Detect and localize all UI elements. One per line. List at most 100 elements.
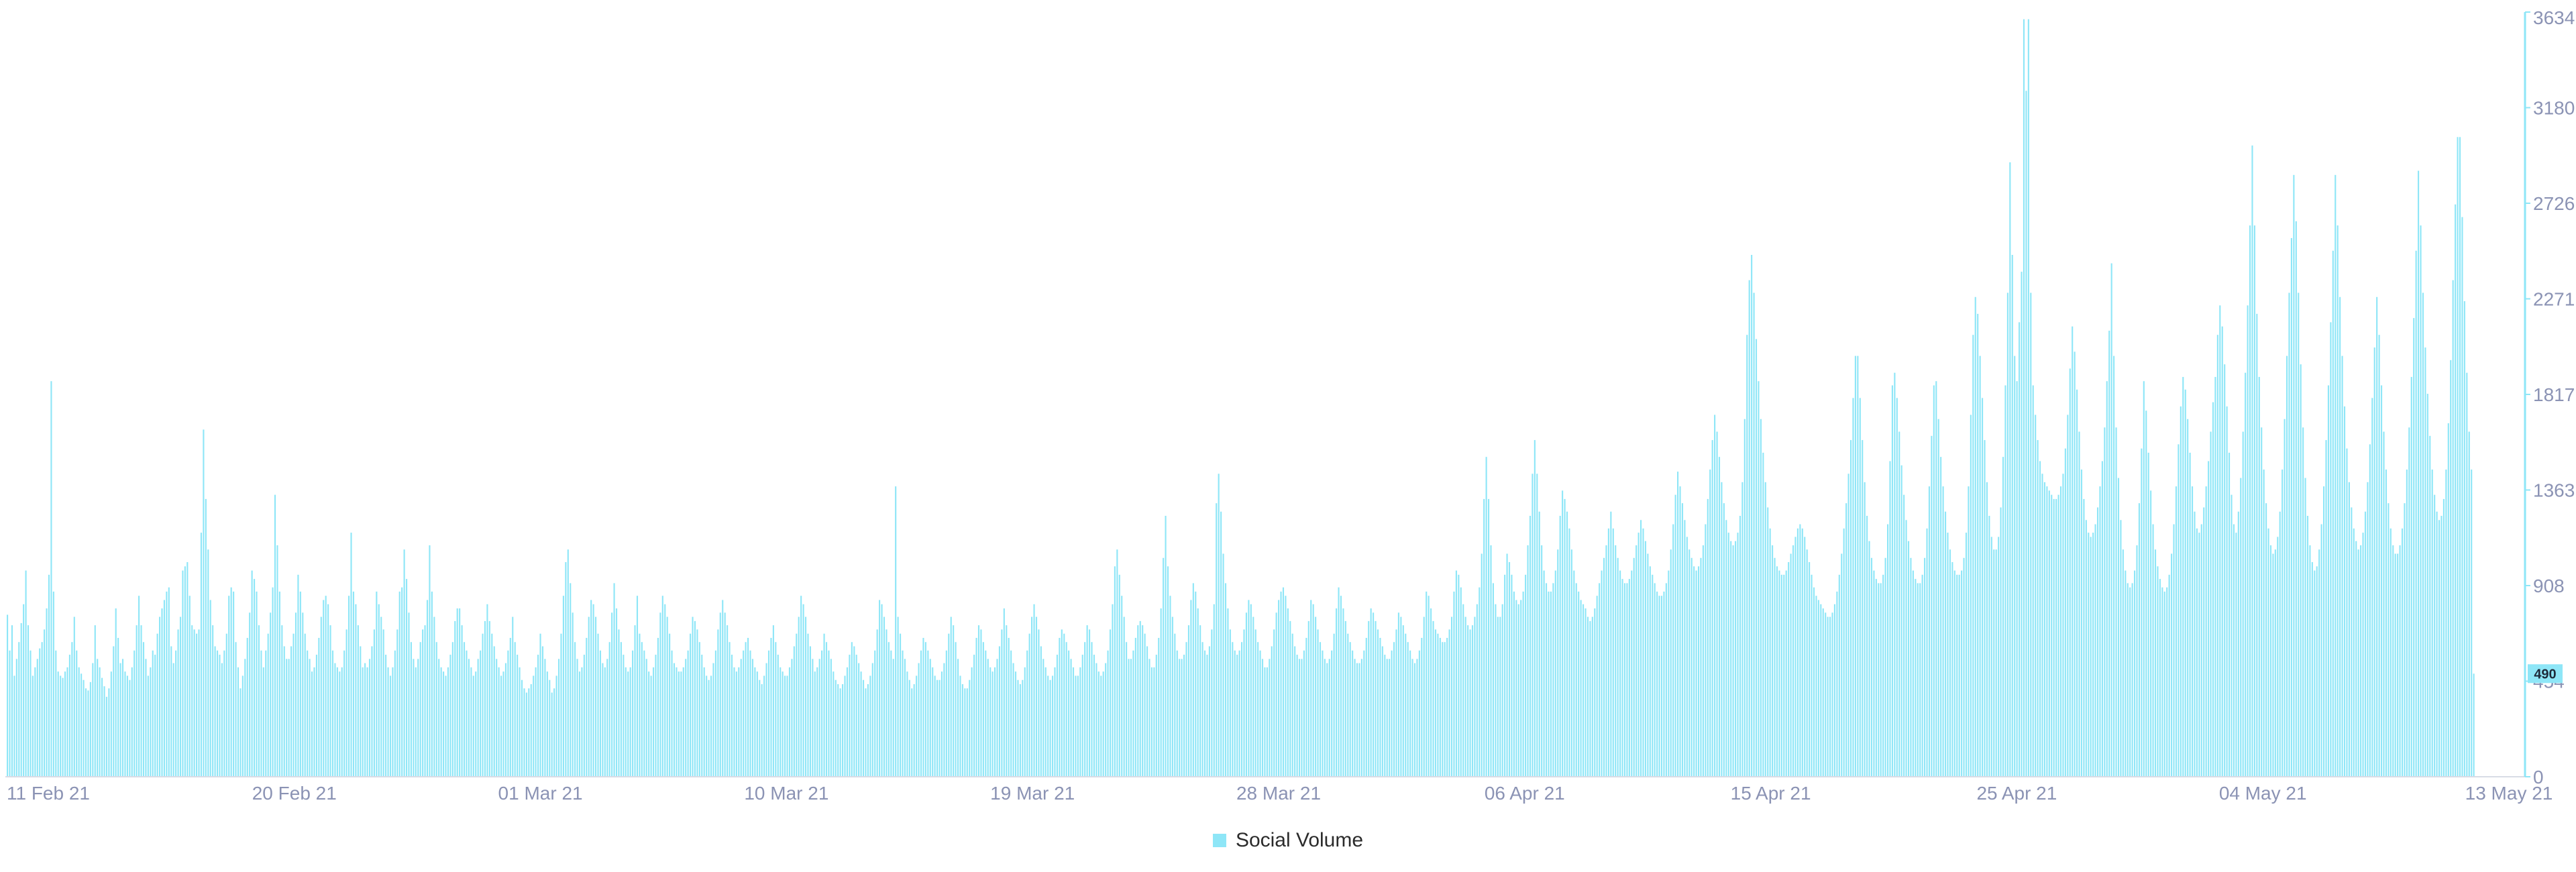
bar[interactable] [304,633,306,777]
bar[interactable] [1038,629,1040,777]
bar[interactable] [2009,162,2011,777]
bar[interactable] [147,675,149,777]
bar[interactable] [355,604,357,777]
bar[interactable] [1257,642,1259,777]
bar[interactable] [828,650,830,777]
bar[interactable] [2272,553,2274,777]
bar[interactable] [1222,553,1224,777]
bar[interactable] [1211,629,1213,777]
bar[interactable] [1811,574,1813,777]
bar[interactable] [2025,91,2027,777]
bar[interactable] [1961,570,1963,777]
bar[interactable] [1282,587,1285,777]
bar[interactable] [546,671,548,777]
bar[interactable] [985,650,987,777]
bar[interactable] [25,570,27,777]
bar[interactable] [385,655,387,777]
bar[interactable] [676,667,678,777]
bar[interactable] [233,591,235,777]
bar[interactable] [1570,549,1572,777]
bar[interactable] [1972,335,1974,777]
bar[interactable] [729,642,731,777]
bar[interactable] [2019,322,2021,777]
bar[interactable] [1684,520,1686,777]
bar[interactable] [1767,507,1769,777]
bar[interactable] [94,625,96,777]
bar[interactable] [2027,19,2029,777]
bar[interactable] [1495,604,1497,777]
bar[interactable] [1430,608,1432,777]
bar[interactable] [2295,221,2297,777]
bar[interactable] [1831,612,1833,777]
bar[interactable] [1674,494,1676,777]
bar[interactable] [1695,570,1697,777]
bar[interactable] [830,659,832,777]
bar[interactable] [1552,583,1554,777]
bar[interactable] [1891,385,1893,777]
bar[interactable] [366,667,368,777]
bar[interactable] [172,663,174,777]
bar[interactable] [389,675,392,777]
bar[interactable] [447,667,449,777]
bar[interactable] [581,667,583,777]
bar[interactable] [288,659,290,777]
bar[interactable] [161,608,163,777]
bar[interactable] [2168,574,2170,777]
bar[interactable] [738,667,740,777]
bar[interactable] [1705,524,1707,777]
bar[interactable] [690,633,692,777]
bar[interactable] [1307,620,1309,777]
bar[interactable] [1628,579,1630,777]
bar[interactable] [1760,419,1762,777]
bar[interactable] [639,633,641,777]
bar[interactable] [1271,646,1273,777]
bar[interactable] [943,663,945,777]
bar[interactable] [1303,650,1305,777]
bar[interactable] [1758,381,1760,777]
bar[interactable] [327,604,329,777]
bar[interactable] [1450,616,1453,777]
bar[interactable] [562,596,564,777]
bar[interactable] [961,684,963,777]
bar[interactable] [46,608,48,777]
bar[interactable] [1702,545,1704,777]
bar[interactable] [858,663,860,777]
bar[interactable] [747,637,749,777]
bar[interactable] [262,667,264,777]
bar[interactable] [1112,604,1114,777]
bar[interactable] [1024,667,1026,777]
bar[interactable] [865,688,867,777]
bar[interactable] [472,675,474,777]
bar[interactable] [2461,217,2463,777]
bar[interactable] [2355,541,2357,777]
bar[interactable] [1458,574,1460,777]
bar[interactable] [150,667,152,777]
bar[interactable] [2129,587,2131,777]
bar[interactable] [745,642,747,777]
bar[interactable] [1354,659,1356,777]
bar[interactable] [1559,516,1561,777]
bar[interactable] [1488,498,1490,777]
bar[interactable] [2057,494,2059,777]
bar[interactable] [1418,650,1420,777]
bar[interactable] [1822,608,1824,777]
bar[interactable] [2256,313,2258,777]
bar[interactable] [595,616,597,777]
bar[interactable] [23,604,25,777]
bar[interactable] [1181,659,1183,777]
bar[interactable] [2357,549,2359,777]
bar[interactable] [34,667,36,777]
bar[interactable] [2373,347,2375,777]
bar[interactable] [590,600,592,777]
bar[interactable] [108,688,110,777]
bar[interactable] [2434,494,2436,777]
bar[interactable] [1573,570,1575,777]
bar[interactable] [371,646,373,777]
bar[interactable] [643,650,645,777]
bar[interactable] [938,679,941,777]
bar[interactable] [1434,629,1437,777]
bar[interactable] [731,655,733,777]
bar[interactable] [2353,528,2355,777]
bar[interactable] [2298,292,2300,777]
bar[interactable] [320,616,322,777]
